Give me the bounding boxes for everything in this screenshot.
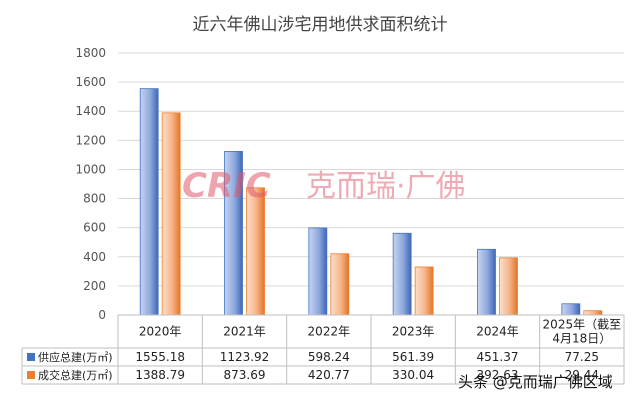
data-label: 420.77 (308, 368, 350, 382)
y-tick-label: 600 (83, 221, 106, 235)
gridlines (118, 52, 624, 316)
data-label: 873.69 (224, 368, 266, 382)
category-label: 4月18日） (552, 332, 611, 346)
footer-credit: 头条 @克而瑞广佛区域 (458, 373, 613, 391)
bar (499, 257, 518, 316)
data-label: 561.39 (392, 350, 434, 364)
category-label: 2023年 (392, 325, 435, 339)
y-tick-label: 1600 (75, 75, 106, 89)
legend-label: 供应总建(万㎡) (38, 350, 113, 364)
y-tick-label: 200 (83, 279, 106, 293)
bar (414, 266, 434, 316)
bar (330, 253, 350, 316)
bar (246, 187, 265, 316)
legend-label: 成交总建(万㎡) (38, 368, 113, 382)
data-label: 598.24 (308, 350, 350, 364)
data-label: 451.37 (477, 350, 519, 364)
bar (477, 248, 496, 316)
bar (392, 232, 412, 316)
y-tick-label: 0 (98, 308, 106, 322)
category-label: 2024年 (476, 325, 519, 339)
data-label: 1388.79 (135, 368, 185, 382)
watermark-brand-latin: CRIC (182, 166, 271, 206)
y-axis: 0 200 400 600 800 1000 1200 1400 1600 1800 (75, 46, 106, 322)
data-label: 77.25 (565, 350, 599, 364)
y-tick-label: 800 (83, 192, 106, 206)
bar (161, 112, 181, 316)
data-label: 29.44 (565, 368, 599, 382)
data-label: 392.63 (477, 368, 519, 382)
watermark-brand-cn: 克而瑞·广佛 (306, 169, 466, 204)
data-label: 1555.18 (135, 350, 185, 364)
bar (308, 227, 328, 316)
y-tick-label: 1200 (75, 133, 106, 147)
data-label: 330.04 (392, 368, 434, 382)
bar (139, 88, 159, 316)
category-label: 2020年 (139, 325, 182, 339)
bar (583, 310, 603, 316)
category-label: 2022年 (308, 325, 351, 339)
data-label: 1123.92 (220, 350, 270, 364)
bar (561, 303, 581, 316)
watermark: CRIC 克而瑞·广佛 (182, 166, 466, 206)
y-tick-label: 1800 (75, 46, 106, 60)
bar-series (139, 88, 603, 316)
y-tick-label: 400 (83, 250, 106, 264)
chart-title: 近六年佛山涉宅用地供求面积统计 (193, 15, 448, 35)
y-tick-label: 1000 (75, 162, 106, 176)
category-label: 2021年 (223, 325, 266, 339)
legend-swatch (27, 353, 35, 361)
legend-swatch (27, 371, 35, 379)
category-label: 2025年（截至 (543, 318, 622, 332)
y-tick-label: 1400 (75, 104, 106, 118)
